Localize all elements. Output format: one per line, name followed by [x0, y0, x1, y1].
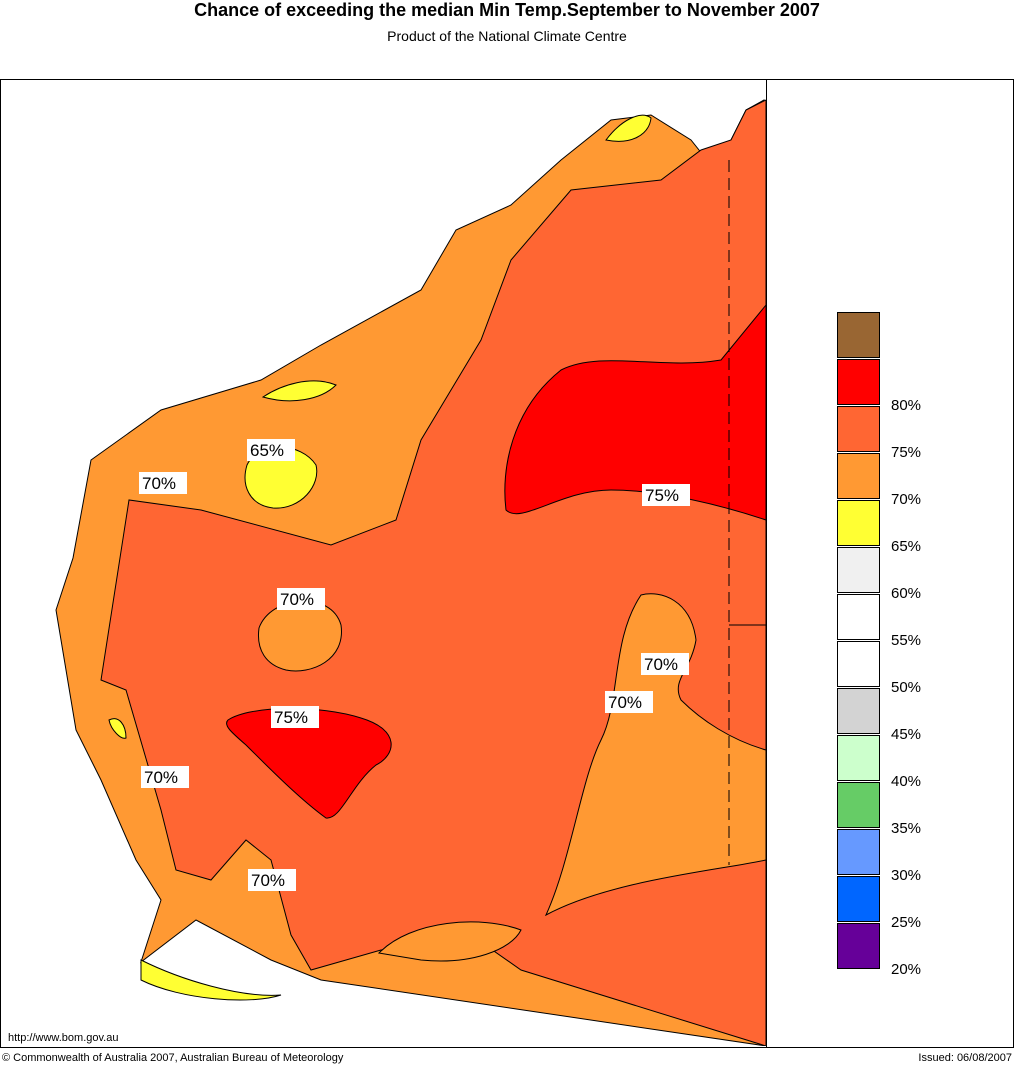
legend-swatch	[837, 594, 880, 640]
svg-text:70%: 70%	[644, 655, 678, 674]
svg-text:70%: 70%	[142, 474, 176, 493]
legend-swatch	[837, 876, 880, 922]
legend-label: 30%	[891, 867, 922, 884]
copyright-notice: © Commonwealth of Australia 2007, Austra…	[2, 1052, 344, 1064]
contour-label: 75%	[271, 706, 319, 728]
legend-swatch	[837, 641, 880, 687]
legend-swatch	[837, 312, 880, 358]
contour-label: 65%	[247, 439, 295, 461]
legend-label: 80%	[891, 397, 922, 414]
region-east-65-70	[544, 593, 766, 917]
legend-label: 70%	[891, 491, 922, 508]
contour-label: 70%	[248, 869, 296, 891]
region-south-65-70	[377, 921, 522, 962]
legend-swatch	[837, 782, 880, 828]
legend-label: 55%	[891, 632, 922, 649]
legend-swatch	[837, 359, 880, 405]
legend-label: 25%	[891, 914, 922, 931]
legend-label: 20%	[891, 961, 922, 978]
svg-text:70%: 70%	[608, 693, 642, 712]
legend-swatch	[837, 735, 880, 781]
svg-text:75%: 75%	[274, 708, 308, 727]
contour-label: 75%	[642, 484, 690, 506]
issued-date: Issued: 06/08/2007	[918, 1052, 1012, 1064]
legend-label: 50%	[891, 679, 922, 696]
legend-label: 75%	[891, 444, 922, 461]
legend-swatch	[837, 923, 880, 969]
contour-label: 70%	[641, 653, 689, 675]
legend-divider	[766, 79, 767, 1048]
svg-text:75%: 75%	[645, 486, 679, 505]
svg-text:65%: 65%	[250, 441, 284, 460]
map-title: Chance of exceeding the median Min Temp.…	[194, 0, 820, 20]
svg-text:70%: 70%	[251, 871, 285, 890]
contour-label: 70%	[605, 691, 653, 713]
legend-swatch	[837, 688, 880, 734]
region-west-60-65	[108, 718, 127, 739]
svg-text:70%: 70%	[144, 768, 178, 787]
region-kimberley-60-65	[605, 114, 652, 142]
legend-label: 60%	[891, 585, 922, 602]
contour-label: 70%	[277, 588, 325, 610]
legend-swatch	[837, 453, 880, 499]
legend-label: 35%	[891, 820, 922, 837]
source-url[interactable]: http://www.bom.gov.au	[8, 1032, 119, 1044]
contour-label: 70%	[139, 472, 187, 494]
legend-swatch	[837, 547, 880, 593]
legend-swatch	[837, 500, 880, 546]
legend-label: 65%	[891, 538, 922, 555]
region-southcoast-60-65	[140, 959, 282, 1001]
map-subtitle: Product of the National Climate Centre	[387, 28, 627, 44]
region-pilbara-60-65	[261, 380, 337, 402]
contour-label: 70%	[141, 766, 189, 788]
svg-text:70%: 70%	[280, 590, 314, 609]
wa-probability-map: 65% 70% 70% 75% 70% 75% 70% 70% 70%	[55, 99, 766, 1046]
legend-label: 45%	[891, 726, 922, 743]
region-south-75-80	[226, 708, 392, 819]
legend-label: 40%	[891, 773, 922, 790]
legend-swatch	[837, 829, 880, 875]
legend-swatch	[837, 406, 880, 452]
